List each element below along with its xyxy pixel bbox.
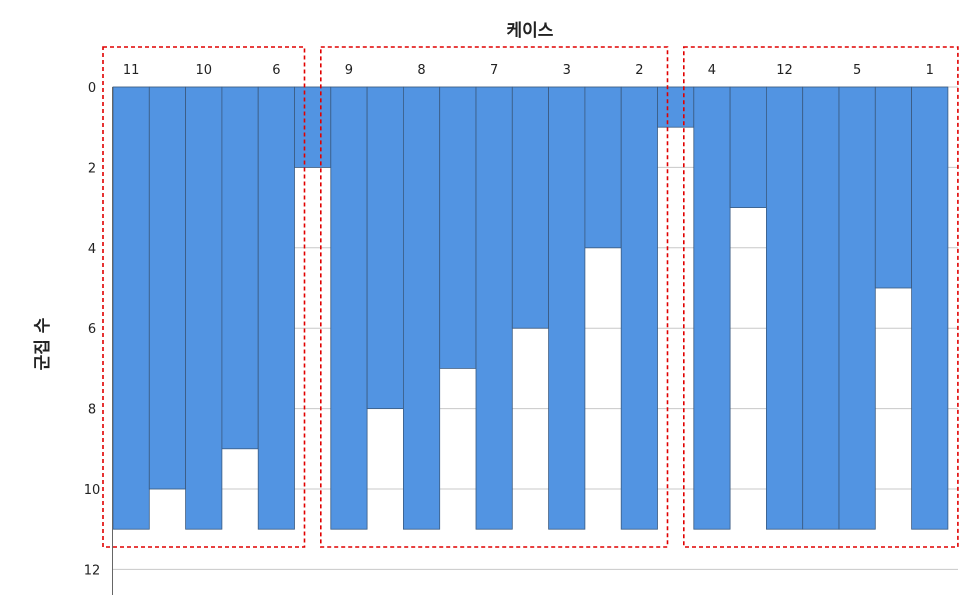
case-bar [330, 86, 368, 530]
case-label: 5 [853, 63, 861, 78]
case-label: 11 [123, 63, 140, 78]
case-bar [838, 86, 876, 530]
case-label: 12 [776, 63, 793, 78]
group-box [319, 46, 669, 548]
join-bar [802, 86, 840, 530]
y-axis-ticks: 0 2 4 6 8 10 12 [84, 81, 101, 578]
y-tick-label: 8 [88, 403, 96, 418]
case-bar [766, 86, 804, 530]
join-bar [148, 86, 187, 490]
case-bar [911, 86, 949, 530]
case-label: 4 [708, 63, 716, 78]
case-label: 9 [345, 63, 353, 78]
case-label: 2 [635, 63, 643, 78]
group-box [682, 46, 959, 548]
y-tick-label: 4 [88, 242, 96, 257]
case-bar [402, 86, 441, 530]
join-bar [294, 86, 332, 168]
y-tick-label: 0 [88, 81, 96, 96]
case-bar [620, 86, 658, 530]
bars [112, 86, 949, 530]
case-bar [693, 86, 731, 530]
join-bar [221, 86, 259, 450]
case-bar [112, 86, 150, 530]
chart-title: 케이스 [507, 21, 554, 41]
case-bar [185, 86, 223, 530]
y-axis-label: 군집 수 [33, 317, 53, 370]
join-bar [729, 86, 767, 208]
case-bar [257, 86, 295, 530]
case-label: 6 [272, 63, 280, 78]
group-box [102, 46, 306, 548]
y-tick-label: 10 [84, 483, 101, 498]
group-boxes [102, 46, 959, 548]
y-tick-label: 2 [88, 161, 96, 176]
join-bar [874, 86, 912, 289]
join-bar [366, 86, 404, 410]
case-label: 8 [417, 63, 425, 78]
case-label: 1 [926, 63, 934, 78]
join-bar [511, 86, 549, 329]
case-bar [475, 86, 513, 530]
y-tick-label: 12 [84, 563, 101, 578]
case-bar [548, 86, 586, 530]
case-label: 3 [563, 63, 571, 78]
join-bar [584, 86, 622, 249]
case-label: 7 [490, 63, 498, 78]
case-labels: 11 10 6 9 8 7 3 2 4 12 5 1 [123, 63, 934, 78]
join-bar [657, 86, 695, 128]
join-bar [439, 86, 477, 369]
y-tick-label: 6 [88, 322, 96, 337]
case-label: 10 [195, 63, 212, 78]
